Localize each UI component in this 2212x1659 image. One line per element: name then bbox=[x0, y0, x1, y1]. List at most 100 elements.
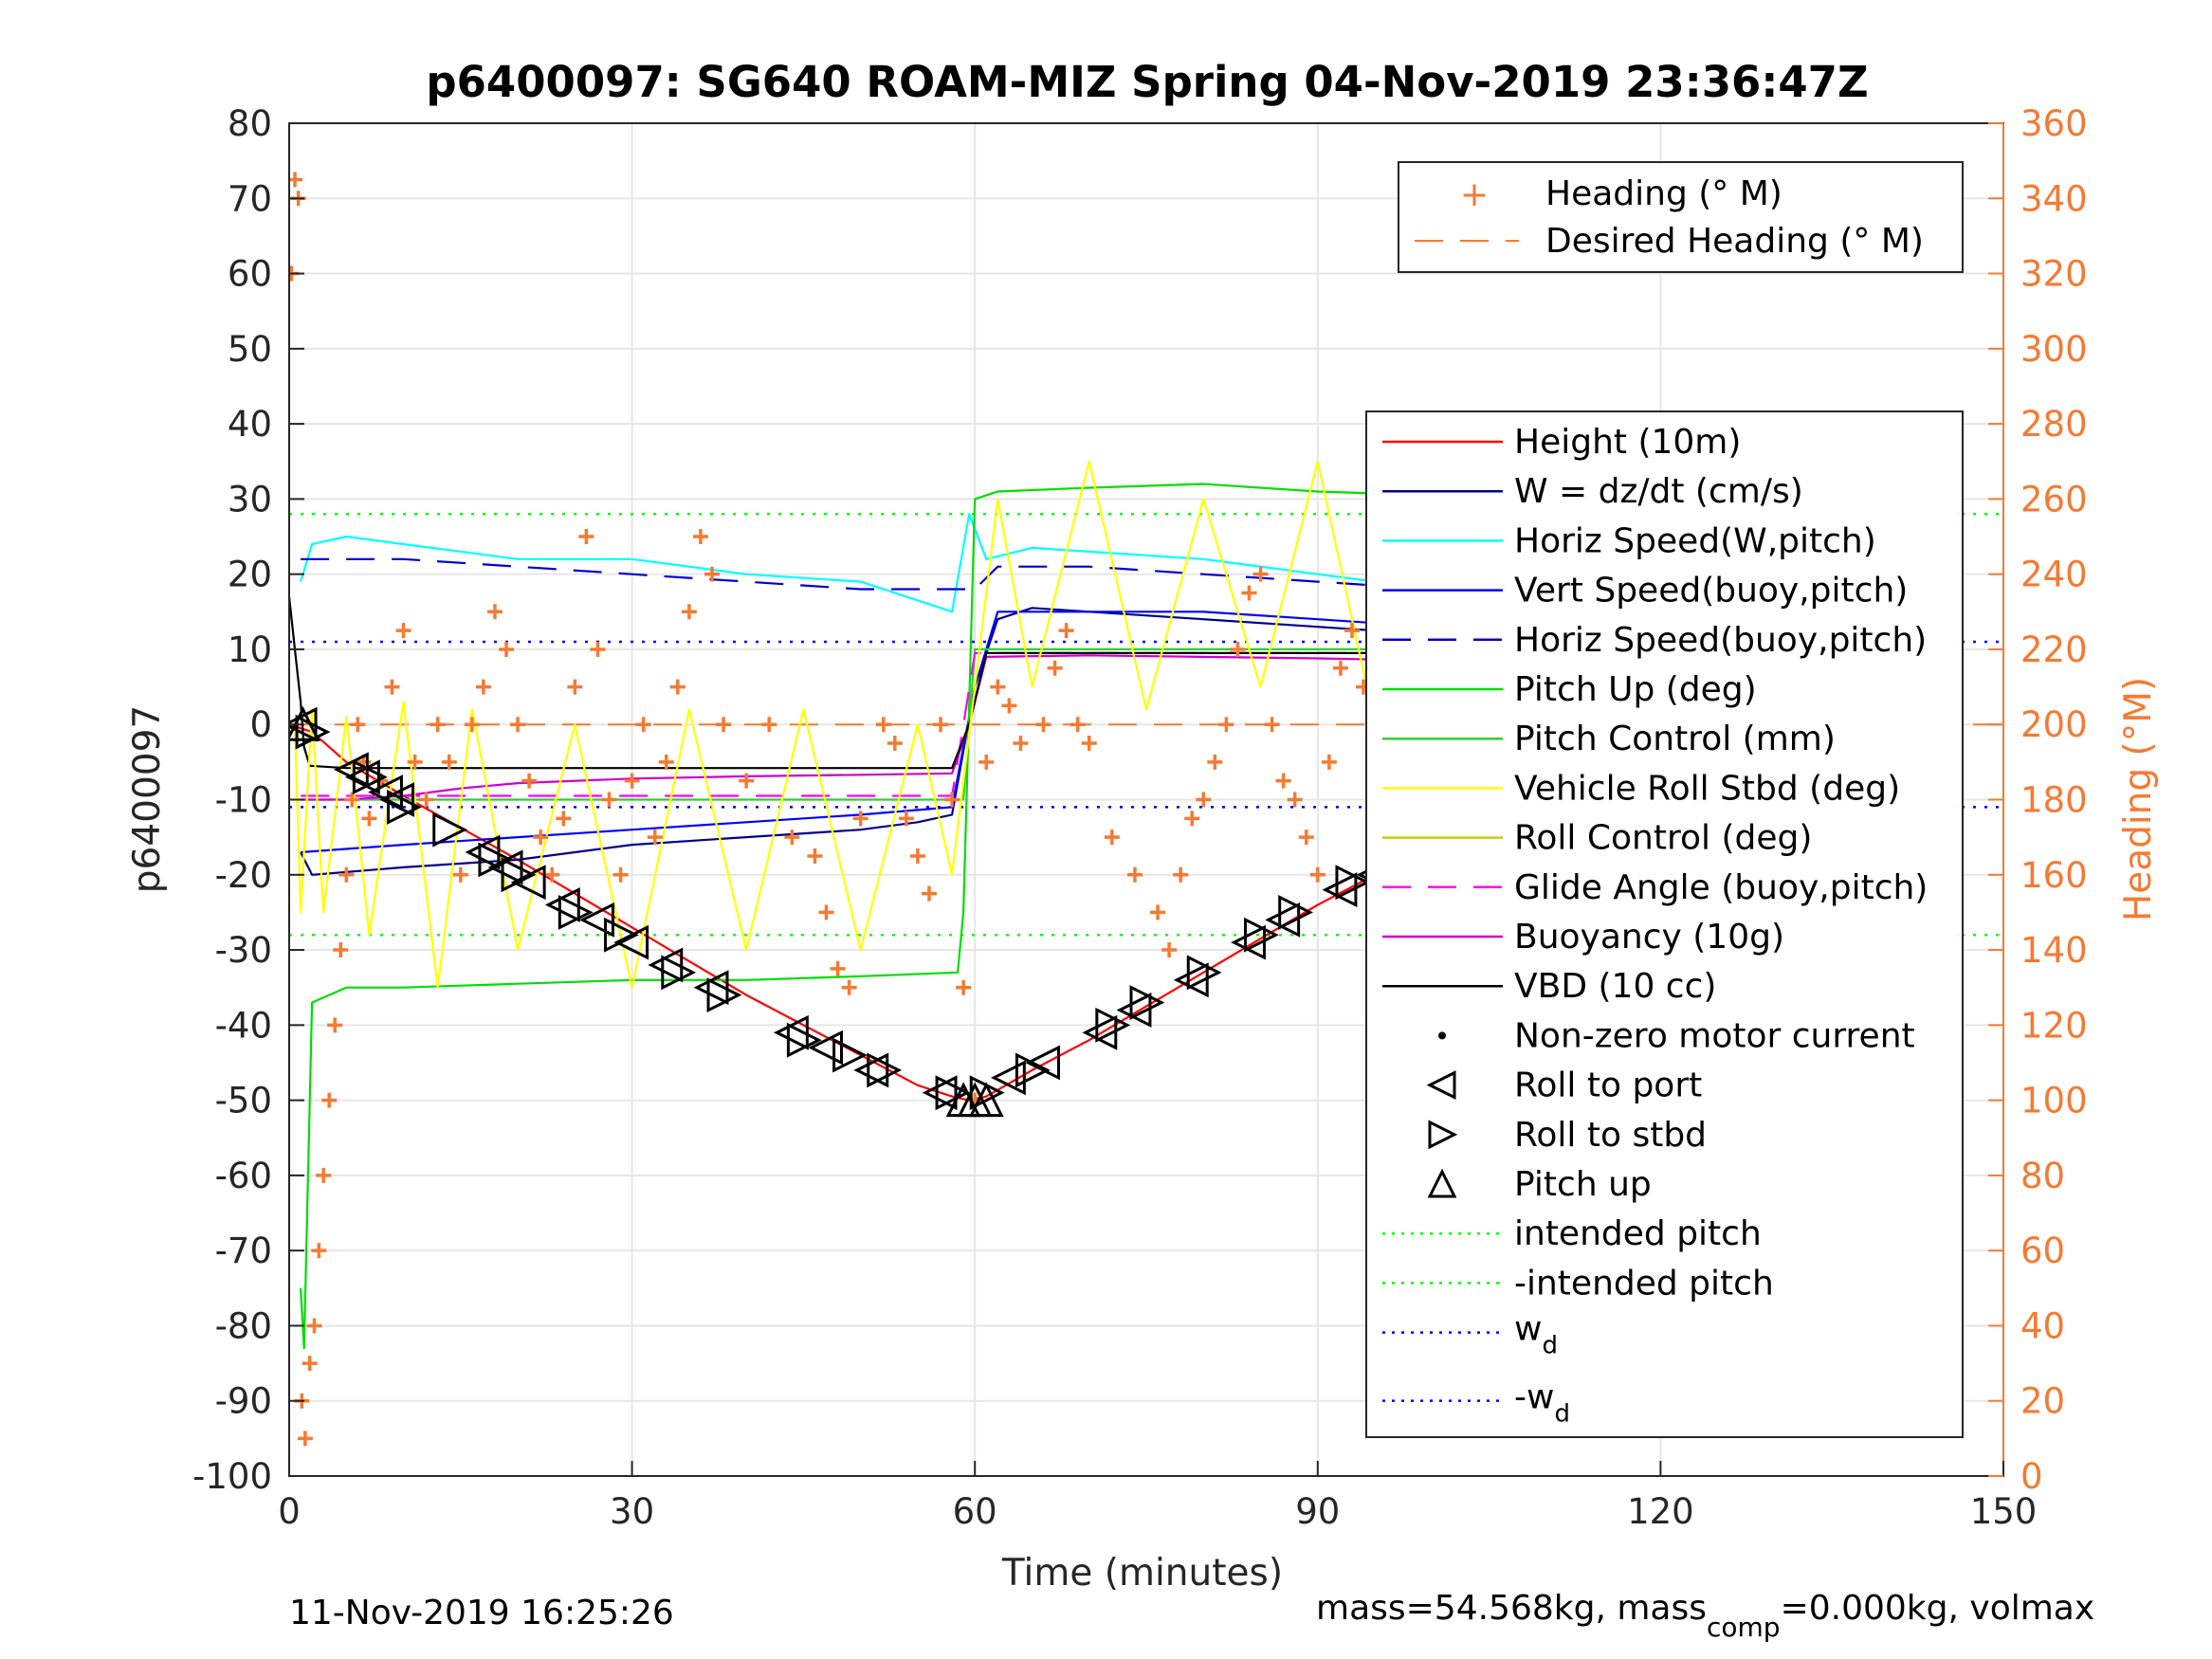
y-right-tick-label: 140 bbox=[2020, 930, 2088, 971]
x-tick-label: 0 bbox=[278, 1491, 301, 1532]
y-right-tick-label: 160 bbox=[2020, 855, 2088, 896]
roll-port-marker bbox=[991, 1060, 1026, 1096]
pitch-up-marker bbox=[968, 1082, 1004, 1118]
heading-point bbox=[1275, 773, 1291, 789]
heading-point bbox=[1184, 811, 1200, 827]
heading-point bbox=[624, 773, 640, 789]
x-tick-label: 60 bbox=[953, 1491, 997, 1532]
legend-entry-label: Roll Control (deg) bbox=[1514, 819, 1812, 858]
heading-point bbox=[669, 679, 686, 695]
roll-port-marker bbox=[344, 759, 380, 795]
legend-main: Height (10m) W = dz/dt (cm/s) Horiz Speed(… bbox=[1365, 410, 1964, 1438]
y-tick-label: 10 bbox=[228, 629, 272, 670]
heading-point bbox=[658, 754, 674, 770]
heading-point bbox=[818, 904, 834, 921]
y-right-tick-label: 340 bbox=[2020, 178, 2088, 219]
footer-mass: mass=54.568kg, masscomp=0.000kg, volmax bbox=[1316, 1589, 2094, 1643]
legend-entry-label: -intended pitch bbox=[1514, 1264, 1774, 1303]
roll-port-marker bbox=[693, 970, 729, 1006]
roll-port-marker bbox=[487, 849, 523, 885]
heading-point bbox=[761, 717, 777, 733]
roll-stbd-marker bbox=[501, 857, 537, 893]
heading-point bbox=[486, 604, 503, 620]
legend-wd-subscript: d bbox=[1542, 1332, 1558, 1360]
legend-entry-label: Non-zero motor current bbox=[1514, 1016, 1915, 1055]
y-right-tick-label: 300 bbox=[2020, 329, 2088, 370]
legend-entry-label: Pitch Control (mm) bbox=[1514, 720, 1836, 758]
roll-port-marker bbox=[1173, 962, 1209, 998]
heading-point bbox=[499, 641, 515, 657]
roll-port-marker bbox=[379, 782, 415, 817]
heading-point bbox=[830, 960, 846, 976]
y-tick-label: 40 bbox=[228, 404, 272, 445]
heading-point bbox=[739, 773, 755, 789]
heading-point bbox=[1161, 942, 1178, 958]
roll-port-marker bbox=[579, 902, 614, 938]
x-tick-label: 150 bbox=[1970, 1491, 2038, 1532]
heading-point bbox=[1013, 736, 1029, 752]
heading-point bbox=[344, 792, 360, 808]
heading-point bbox=[1081, 736, 1097, 752]
heading-point bbox=[327, 1017, 343, 1033]
heading-point bbox=[841, 979, 857, 995]
heading-point bbox=[1287, 792, 1303, 808]
heading-point bbox=[333, 942, 349, 958]
y-tick-label: 30 bbox=[228, 479, 272, 520]
heading-point bbox=[1344, 623, 1360, 639]
heading-point bbox=[556, 811, 572, 827]
footer-mass-tail: =0.000kg, volmax bbox=[1781, 1589, 2095, 1628]
heading-point bbox=[909, 848, 925, 864]
legend-heading-label: Heading (° M) bbox=[1545, 174, 1782, 213]
roll-stbd-marker bbox=[478, 842, 514, 878]
legend-heading-marker: + bbox=[1460, 175, 1489, 214]
roll-port-marker bbox=[648, 947, 684, 983]
heading-point bbox=[1218, 717, 1234, 733]
roll-port-marker bbox=[922, 1075, 958, 1111]
heading-point bbox=[1126, 866, 1143, 883]
heading-point bbox=[692, 529, 708, 545]
heading-point bbox=[887, 736, 903, 752]
roll-stbd-marker bbox=[661, 955, 697, 991]
y-right-tick-label: 40 bbox=[2020, 1305, 2065, 1346]
legend-entry-label: VBD (10 cc) bbox=[1514, 967, 1716, 1006]
heading-point bbox=[1252, 566, 1269, 582]
y-right-tick-label: 120 bbox=[2020, 1005, 2088, 1046]
heading-point bbox=[1069, 717, 1086, 733]
y-tick-label: 80 bbox=[228, 103, 272, 144]
heading-point bbox=[361, 811, 377, 827]
footer-timestamp: 11-Nov-2019 16:25:26 bbox=[289, 1594, 674, 1632]
heading-point bbox=[1321, 754, 1337, 770]
legend-entry-label: Horiz Speed(W,pitch) bbox=[1514, 521, 1876, 560]
heading-point bbox=[681, 604, 697, 620]
roll-stbd-marker bbox=[1015, 1052, 1051, 1088]
y-right-tick-label: 20 bbox=[2020, 1381, 2065, 1422]
roll-port-marker bbox=[368, 775, 403, 810]
y-tick-label: -70 bbox=[215, 1231, 272, 1271]
x-tick-label: 30 bbox=[610, 1491, 654, 1532]
y-tick-label: -50 bbox=[215, 1081, 272, 1121]
roll-stbd-marker bbox=[706, 977, 742, 1013]
legend-entry-label: Pitch up bbox=[1514, 1165, 1652, 1204]
legend-entry-label: Roll to port bbox=[1514, 1066, 1702, 1105]
heading-point bbox=[1241, 585, 1257, 601]
y-tick-label: -90 bbox=[215, 1381, 272, 1422]
legend-wd-text: w bbox=[1514, 1310, 1542, 1349]
heading-point bbox=[306, 1318, 322, 1334]
heading-point bbox=[1001, 698, 1017, 714]
roll-port-marker bbox=[465, 834, 501, 870]
heading-point bbox=[533, 830, 549, 846]
roll-stbd-marker bbox=[1335, 865, 1371, 901]
heading-point bbox=[944, 792, 960, 808]
roll-port-marker bbox=[853, 1052, 889, 1088]
y-tick-label: -30 bbox=[215, 930, 272, 971]
y-axis-right-label: Heading (°M) bbox=[2117, 677, 2160, 921]
legend-neg-wd-label: -wd bbox=[1514, 1378, 1570, 1429]
heading-point bbox=[578, 529, 594, 545]
y-tick-label: 20 bbox=[228, 555, 272, 595]
heading-point bbox=[1173, 866, 1189, 883]
heading-point bbox=[452, 866, 468, 883]
heading-point bbox=[407, 754, 423, 770]
heading-point bbox=[612, 866, 629, 883]
roll-stbd-marker bbox=[1244, 917, 1279, 953]
y-right-tick-label: 220 bbox=[2020, 629, 2088, 670]
